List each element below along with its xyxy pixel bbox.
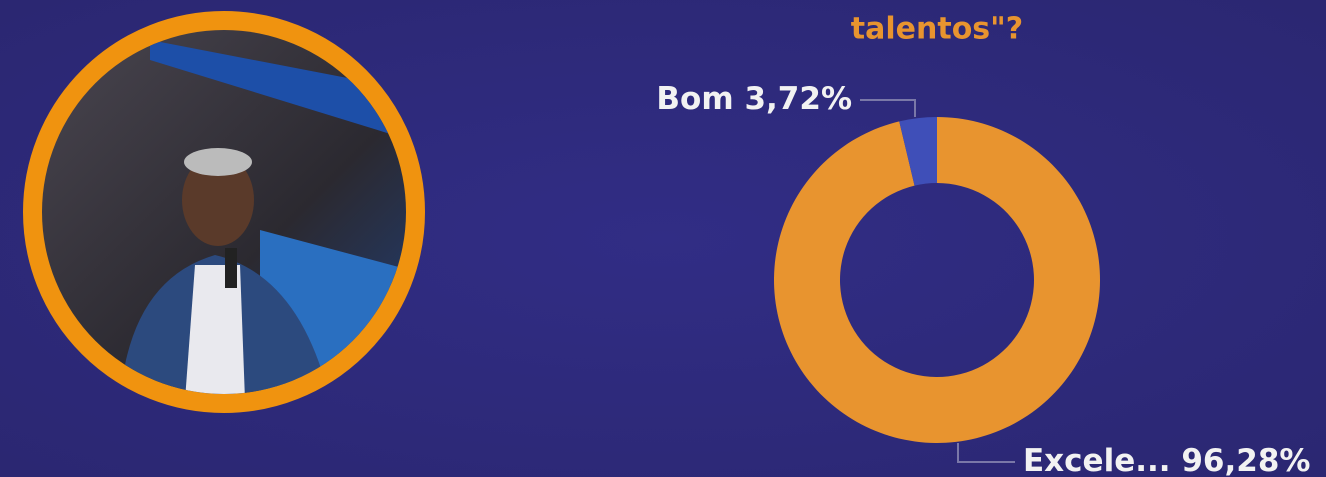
leader-line: [957, 443, 1015, 463]
category-label: Bom: [656, 81, 733, 117]
slice: [773, 117, 1100, 443]
category-label: Excele...: [1023, 443, 1171, 477]
chart-title: talentos"?: [851, 12, 1023, 47]
photo-banner: [150, 40, 406, 140]
slice-label: Bom 3,72%: [656, 81, 852, 117]
speaker-photo: [23, 11, 425, 413]
leader-line: [860, 99, 916, 117]
photo-shirt: [185, 265, 245, 394]
value-label: 96,28%: [1181, 443, 1310, 477]
donut-chart: Excele... 96,28% Bom 3,72%: [656, 81, 1310, 477]
photo-microphone: [225, 248, 237, 288]
value-label: 3,72%: [744, 81, 852, 117]
photo-ring: [23, 11, 425, 413]
photo-face: [182, 154, 254, 246]
photo-hair: [184, 148, 252, 176]
slice-label: Excele... 96,28%: [1023, 443, 1310, 477]
slice: [899, 117, 937, 186]
